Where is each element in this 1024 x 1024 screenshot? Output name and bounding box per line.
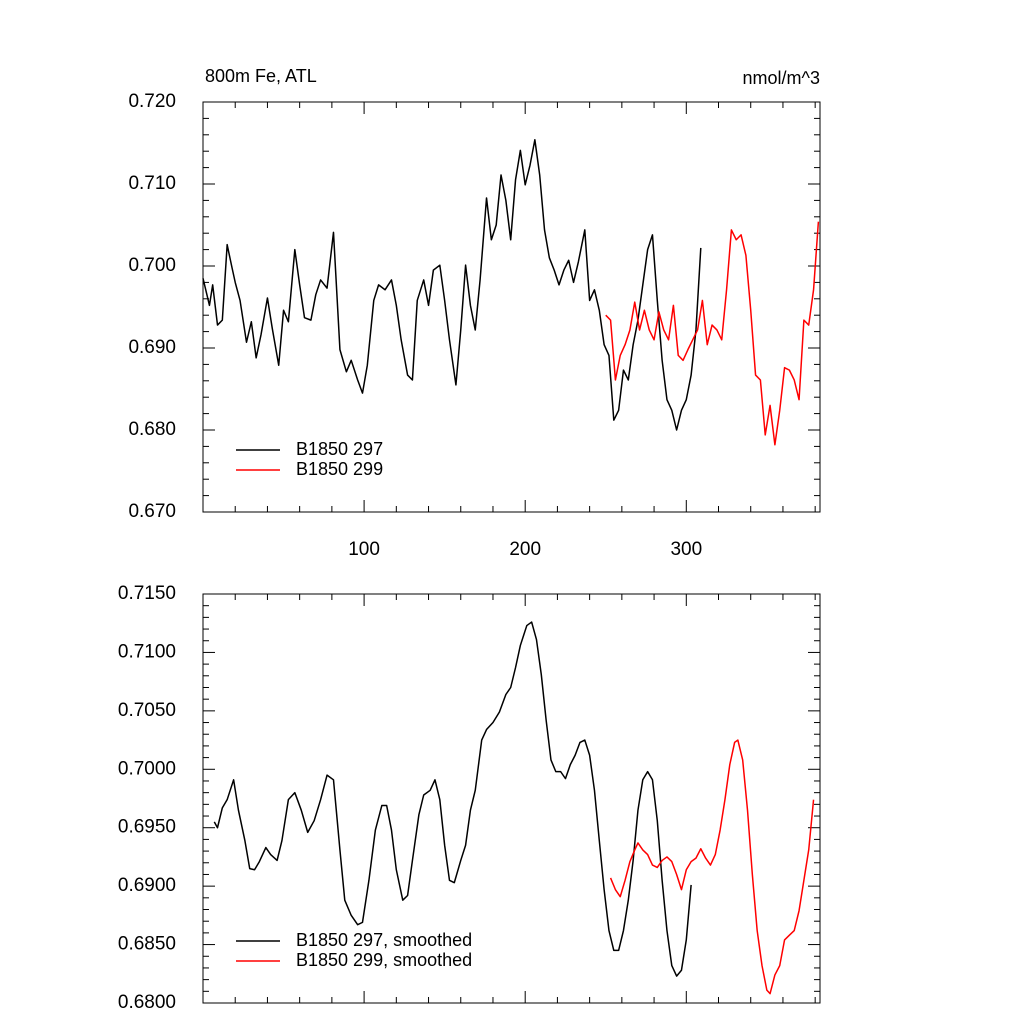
units-label: nmol/m^3 — [743, 68, 820, 88]
y-tick-label: 0.7150 — [118, 583, 176, 604]
y-tick-label: 0.710 — [128, 173, 176, 194]
legend-label: B1850 299, smoothed — [296, 950, 472, 970]
y-tick-label: 0.6800 — [118, 992, 176, 1013]
series-line — [213, 621, 692, 977]
y-tick-label: 0.690 — [128, 337, 176, 358]
legend-label: B1850 297 — [296, 439, 383, 459]
series-line — [605, 221, 820, 446]
x-tick-label: 100 — [348, 539, 380, 560]
y-tick-label: 0.6950 — [118, 817, 176, 838]
y-tick-label: 0.6900 — [118, 875, 176, 896]
y-tick-label: 0.680 — [128, 419, 176, 440]
chart-title: 800m Fe, ATL — [205, 66, 317, 86]
plot-frame — [202, 593, 821, 1004]
y-tick-label: 0.720 — [128, 91, 176, 112]
y-tick-label: 0.670 — [128, 501, 176, 522]
y-tick-label: 0.700 — [128, 255, 176, 276]
y-tick-label: 0.7000 — [118, 758, 176, 779]
x-tick-label: 300 — [670, 539, 702, 560]
series-line — [609, 739, 815, 995]
plot-frame — [202, 101, 821, 513]
legend-label: B1850 297, smoothed — [296, 930, 472, 950]
y-tick-label: 0.7050 — [118, 700, 176, 721]
series-line — [202, 138, 702, 431]
y-tick-label: 0.6850 — [118, 934, 176, 955]
legend-label: B1850 299 — [296, 459, 383, 479]
x-tick-label: 200 — [509, 539, 541, 560]
y-tick-label: 0.7100 — [118, 641, 176, 662]
